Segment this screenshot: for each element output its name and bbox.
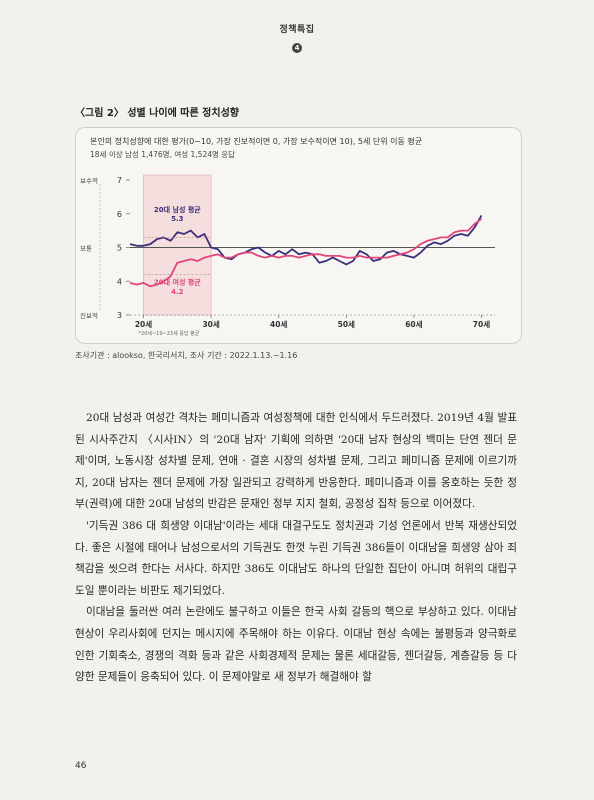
y-side-label: 보수적 (80, 177, 98, 185)
male-average-value: 5.3 (171, 215, 184, 223)
article-body: 20대 남성과 여성간 격차는 페미니즘과 여성정책에 대한 인식에서 두드러졌… (75, 408, 517, 689)
y-tick-label: 6 (117, 210, 122, 219)
highlight-band (143, 174, 212, 316)
x-tick-label: 50세 (338, 319, 355, 329)
y-side-label: 보통 (80, 245, 92, 253)
female-average-label: 20대 여성 평균 (154, 278, 201, 287)
series-line-female (129, 218, 483, 288)
x-tick-label: 60세 (405, 319, 422, 329)
x-tick-label: 20세 (135, 319, 152, 329)
figure-source: 조사기관 : alookso, 한국리서치, 조사 기간 : 2022.1.13… (75, 351, 298, 360)
x-axis-note: *20세~19~23세 응답 평균 (139, 330, 200, 337)
series-line-male (129, 214, 483, 266)
page-number: 46 (75, 761, 87, 771)
y-tick-label: 4 (117, 277, 122, 286)
chart-subtitle: 본인의 정치성향에 대한 평가(0~10, 가장 진보적이면 0, 가장 보수적… (90, 137, 423, 146)
y-tick-label: 3 (117, 311, 122, 320)
figure-title: 〈그림 2〉 성별 나이에 따른 정치성향 (75, 108, 239, 119)
section-number-badge: 4 (292, 43, 302, 53)
y-tick-label: 7 (117, 176, 122, 185)
body-paragraph: 20대 남성과 여성간 격차는 페미니즘과 여성정책에 대한 인식에서 두드러졌… (75, 412, 517, 511)
male-average-label: 20대 남성 평균 (154, 205, 201, 214)
section-title: 정책특집 (279, 25, 315, 35)
chart-sample-note: 18세 이상 남성 1,476명, 여성 1,524명 응답 (90, 150, 236, 159)
x-tick-label: 30세 (202, 319, 219, 329)
y-side-label: 진보적 (80, 311, 98, 320)
x-tick-label: 70세 (473, 319, 490, 329)
page-header: 정책특집 4 (0, 22, 594, 54)
female-average-value: 4.2 (171, 288, 184, 296)
x-tick-label: 40세 (270, 319, 287, 329)
y-tick-label: 5 (117, 244, 122, 253)
body-paragraph: '기득권 386 대 희생양 이대남'이라는 세대 대결구도도 정치권과 기성 … (75, 519, 517, 597)
body-paragraph: 이대남을 둘러싼 여러 논란에도 불구하고 이들은 한국 사회 갈등의 핵으로 … (75, 606, 517, 684)
